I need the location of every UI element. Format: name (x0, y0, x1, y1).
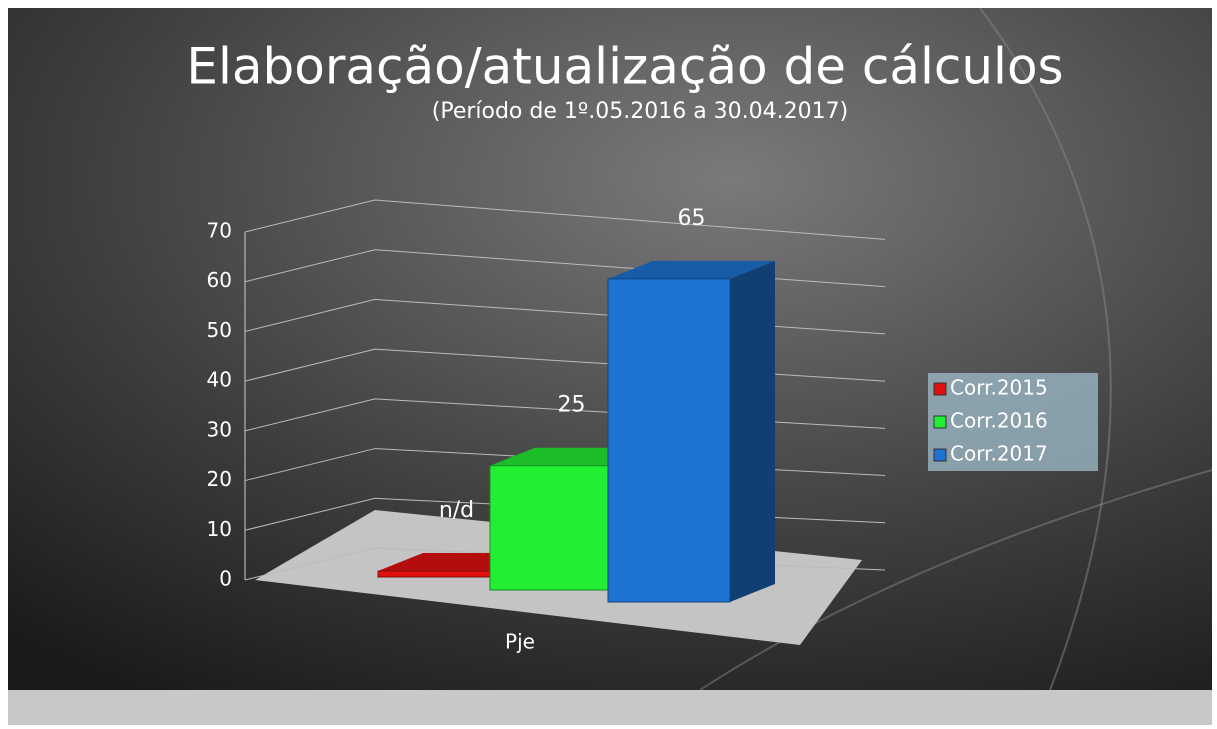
x-tick-label: Pje (505, 630, 535, 654)
chart-subtitle: (Período de 1º.05.2016 a 30.04.2017) (432, 99, 848, 124)
legend-label: Corr.2017 (950, 442, 1048, 466)
bottom-strip (8, 690, 1212, 725)
data-label: 65 (678, 206, 706, 231)
legend-swatch (933, 448, 947, 462)
y-tick-label: 50 (207, 318, 232, 342)
y-tick-label: 60 (207, 268, 232, 292)
chart-title: Elaboração/atualização de cálculos (186, 38, 1063, 96)
legend-label: Corr.2016 (950, 409, 1048, 433)
legend-swatch (933, 415, 947, 429)
legend-swatch (933, 382, 947, 396)
legend-label: Corr.2015 (950, 376, 1048, 400)
data-label: 25 (558, 393, 586, 418)
y-tick-label: 70 (207, 219, 232, 243)
data-label: n/d (439, 498, 474, 523)
decor-arc (979, 7, 1112, 691)
y-tick-label: 10 (207, 517, 232, 541)
y-tick-label: 20 (207, 467, 232, 491)
bar (377, 570, 491, 578)
bar-side (730, 260, 775, 602)
y-tick-label: 30 (207, 417, 232, 441)
bar-top (608, 260, 775, 279)
y-tick-label: 0 (219, 567, 232, 591)
legend-box (928, 373, 1098, 471)
bar (607, 278, 731, 603)
y-tick-label: 40 (207, 368, 232, 392)
decor-arc (699, 469, 1213, 691)
grid-line (244, 199, 886, 240)
bar (489, 465, 609, 591)
